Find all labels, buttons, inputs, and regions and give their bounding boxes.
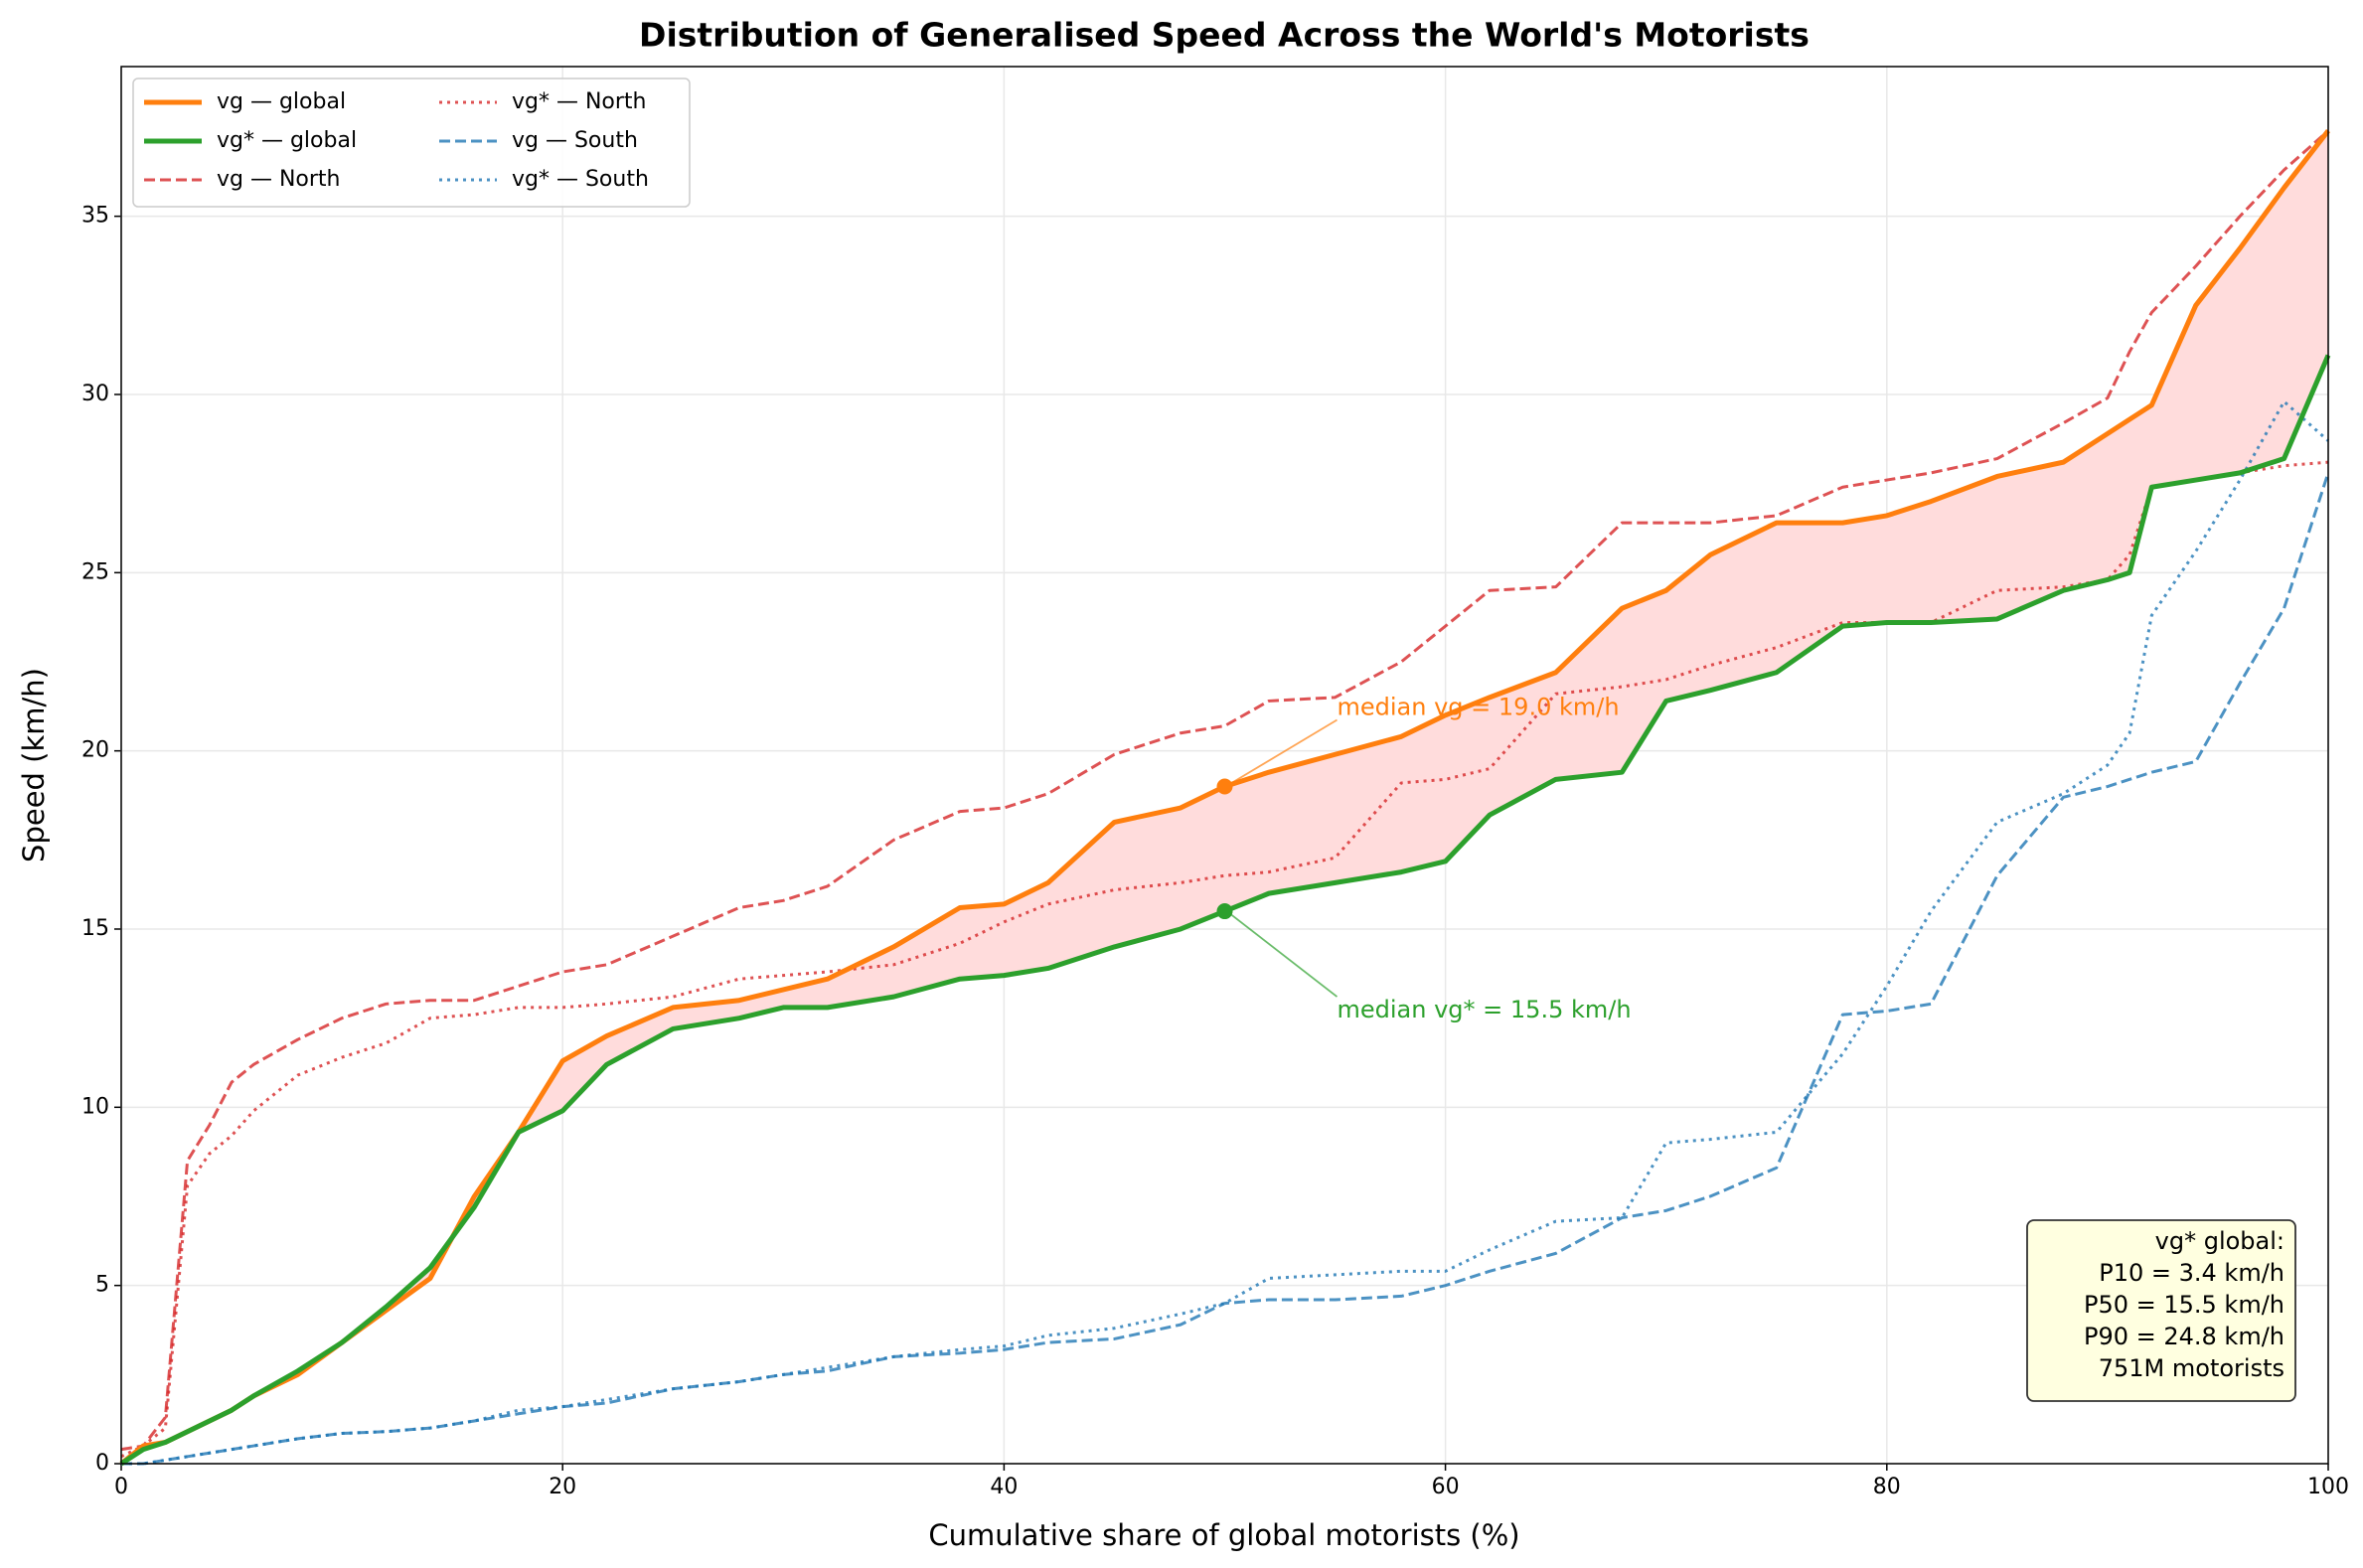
y-tick-label: 30	[81, 382, 109, 406]
info-line: vg* global:	[2155, 1227, 2284, 1255]
series-line	[119, 354, 2331, 1467]
annotation-text: median vg* = 15.5 km/h	[1338, 996, 1632, 1023]
legend-label: vg* — global	[217, 128, 357, 153]
y-tick-label: 5	[95, 1273, 109, 1298]
median-marker	[1216, 903, 1233, 920]
info-line: P50 = 15.5 km/h	[2084, 1291, 2284, 1319]
legend-label: vg* — North	[512, 89, 647, 114]
chart-title: Distribution of Generalised Speed Across…	[639, 16, 1810, 55]
annotation-text: median vg = 19.0 km/h	[1338, 694, 1620, 721]
y-tick-label: 15	[81, 916, 109, 941]
annotation-arrow	[1229, 913, 1339, 998]
info-line: P10 = 3.4 km/h	[2099, 1259, 2284, 1287]
x-tick-label: 100	[2307, 1475, 2349, 1499]
x-tick-label: 80	[1873, 1475, 1901, 1499]
legend-box	[132, 78, 691, 208]
y-tick-label: 10	[81, 1094, 109, 1119]
y-axis-label: Speed (km/h)	[17, 668, 51, 862]
y-tick-label: 20	[81, 738, 109, 763]
y-tick-label: 25	[81, 559, 109, 584]
legend-label: vg* — South	[512, 167, 649, 192]
legend-label: vg — South	[512, 128, 638, 153]
plot-frame	[120, 66, 2329, 1465]
x-tick-label: 40	[990, 1475, 1018, 1499]
x-axis-label: Cumulative share of global motorists (%)	[928, 1518, 1519, 1552]
series-line	[120, 460, 2329, 1459]
x-tick-label: 0	[114, 1475, 128, 1499]
x-tick-label: 60	[1432, 1475, 1460, 1499]
y-tick-label: 0	[95, 1451, 109, 1476]
median-marker	[1216, 778, 1233, 795]
x-tick-label: 20	[549, 1475, 576, 1499]
gap-fill	[121, 130, 2328, 1464]
series-line	[120, 129, 2329, 1452]
info-line: P90 = 24.8 km/h	[2084, 1323, 2284, 1350]
annotation-arrow	[1230, 718, 1338, 785]
info-box	[2026, 1219, 2296, 1402]
y-tick-label: 35	[81, 204, 109, 229]
legend-label: vg — global	[217, 89, 346, 114]
series-line	[121, 399, 2329, 1466]
legend-label: vg — North	[217, 167, 341, 192]
info-line: 751M motorists	[2099, 1354, 2284, 1382]
